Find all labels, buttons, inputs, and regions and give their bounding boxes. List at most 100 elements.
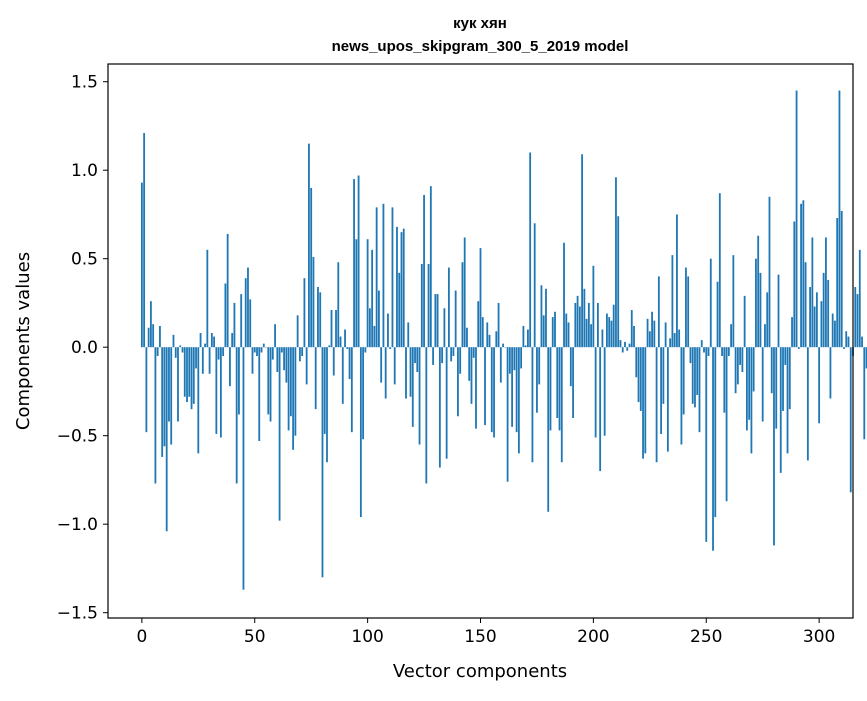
bar [536,347,538,412]
bar [762,347,764,421]
bar [412,347,414,427]
bar [516,347,518,432]
bar [480,248,482,347]
bar [845,331,847,347]
bar [769,197,771,347]
bar [367,239,369,347]
bar [245,278,247,347]
bar [484,347,486,425]
bar [685,268,687,348]
bar [358,176,360,348]
bar [234,303,236,347]
bar [184,347,186,397]
y-tick-label: 1.5 [71,73,98,93]
bar [486,322,488,347]
bar [285,347,287,382]
bar [414,347,416,363]
bar [279,347,281,520]
bar [267,347,269,414]
x-tick-label: 0 [136,627,147,647]
bar [319,292,321,347]
bar [423,195,425,347]
bar [227,234,229,347]
bar [653,321,655,348]
bar [800,204,802,347]
bar [683,347,685,414]
bar [387,314,389,348]
x-tick-label: 200 [577,627,609,647]
bar [735,347,737,393]
bar [313,257,315,347]
bar [213,337,215,348]
y-tick-label: 0.0 [71,338,98,358]
bar [674,333,676,347]
bar [527,330,529,348]
y-tick-label: −1.0 [57,515,98,535]
bar [696,347,698,395]
bar [848,337,850,348]
bar [258,347,260,441]
bar [274,324,276,347]
x-axis-label: Vector components [393,661,567,682]
bar [746,347,748,430]
bar [602,330,604,348]
bar [310,188,312,347]
bar [525,345,527,347]
bar [346,347,348,349]
bar [640,347,642,411]
bar [705,347,707,542]
bar [660,347,662,434]
bar [656,347,658,462]
bar [290,347,292,416]
bar [714,347,716,517]
bar [728,347,730,356]
bar [739,347,741,365]
bar [606,314,608,348]
bar [863,347,865,439]
bar [236,347,238,483]
bar [732,255,734,347]
bar [624,342,626,347]
bar [439,347,441,467]
bar [383,204,385,347]
bar [809,287,811,347]
bar [565,314,567,348]
x-tick-label: 250 [690,627,722,647]
bar [708,347,710,356]
bar [270,347,272,421]
bar [197,347,199,453]
bar [805,262,807,347]
bar [550,347,552,430]
bar [667,347,669,451]
bar [229,347,231,386]
bar [164,347,166,446]
chart-title: кук хян [453,15,507,32]
bar [522,326,524,347]
bar [421,264,423,347]
bar [173,335,175,347]
bar [753,347,755,391]
bar [191,347,193,409]
bar [419,347,421,444]
bar [642,347,644,459]
bar [827,280,829,347]
bar [622,347,624,352]
bar [626,347,628,351]
bar [755,259,757,348]
bar [498,303,500,347]
bar [249,299,251,347]
bar [556,347,558,418]
bar [748,347,750,420]
bar [468,347,470,381]
bar [834,321,836,348]
bar [240,294,242,347]
bar [215,347,217,434]
bar [764,324,766,347]
bar [150,301,152,347]
bar [692,347,694,404]
bar [322,347,324,577]
bar [658,276,660,347]
bar [457,347,459,416]
bar [500,347,502,382]
bar [475,347,477,428]
